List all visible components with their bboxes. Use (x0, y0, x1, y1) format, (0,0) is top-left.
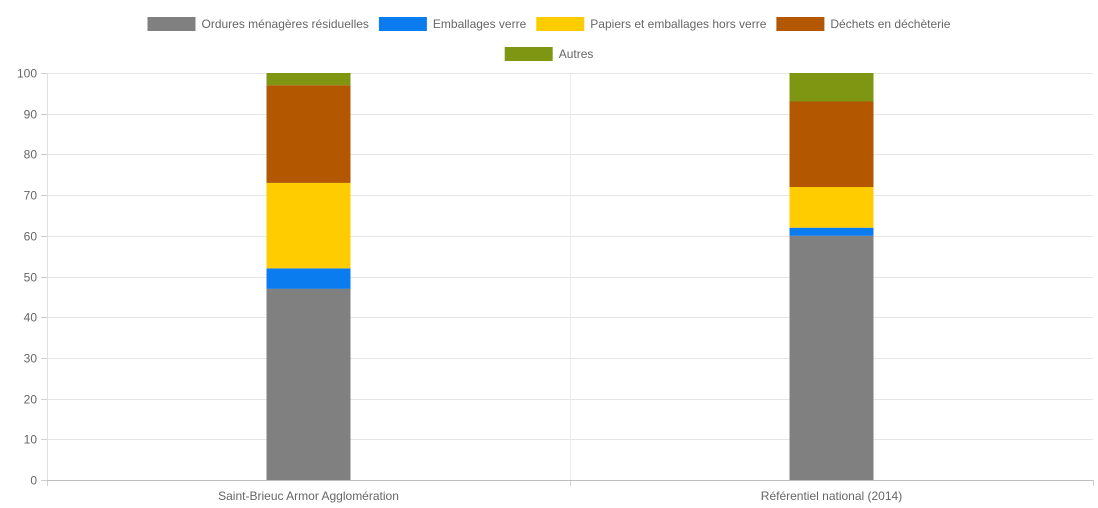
bar-segment (789, 73, 874, 102)
legend-label[interactable]: Déchets en déchèterie (830, 17, 950, 31)
legend: Ordures ménagères résiduelles Emballages … (147, 17, 951, 61)
x-tick-label: Saint-Brieuc Armor Agglomération (218, 489, 399, 503)
legend-label[interactable]: Ordures ménagères résiduelles (202, 17, 369, 31)
legend-swatch[interactable] (504, 47, 553, 61)
grid (47, 73, 1093, 480)
bar-segment (266, 85, 351, 183)
legend-label[interactable]: Autres (559, 47, 594, 61)
axes: 0 10 20 30 40 50 60 70 80 90 100 Saint-Brieuc Armor… (17, 67, 1094, 503)
y-tick-label: 90 (24, 108, 38, 122)
y-tick-label: 20 (24, 393, 38, 407)
bar-segment (266, 268, 351, 289)
bar-segment (789, 227, 874, 236)
y-tick-label: 60 (24, 230, 38, 244)
bar-segment (789, 235, 874, 480)
y-tick-label: 100 (17, 67, 37, 81)
legend-swatch[interactable] (147, 17, 196, 31)
legend-swatch[interactable] (378, 17, 427, 31)
y-tick-label: 0 (30, 474, 37, 488)
y-tick-label: 40 (24, 311, 38, 325)
bar-segment (266, 182, 351, 269)
y-tick-label: 30 (24, 352, 38, 366)
bar-segment (266, 73, 351, 86)
legend-swatch[interactable] (536, 17, 585, 31)
y-tick-label: 80 (24, 148, 38, 162)
legend-label[interactable]: Papiers et emballages hors verre (590, 17, 766, 31)
y-tick-label: 70 (24, 189, 38, 203)
legend-swatch[interactable] (776, 17, 825, 31)
bars (266, 73, 874, 480)
bar-segment (266, 288, 351, 480)
bar-segment (789, 187, 874, 228)
legend-label[interactable]: Emballages verre (433, 17, 527, 31)
x-tick-label: Référentiel national (2014) (761, 489, 902, 503)
bar-segment (789, 101, 874, 187)
y-tick-label: 50 (24, 271, 38, 285)
y-tick-label: 10 (24, 433, 38, 447)
